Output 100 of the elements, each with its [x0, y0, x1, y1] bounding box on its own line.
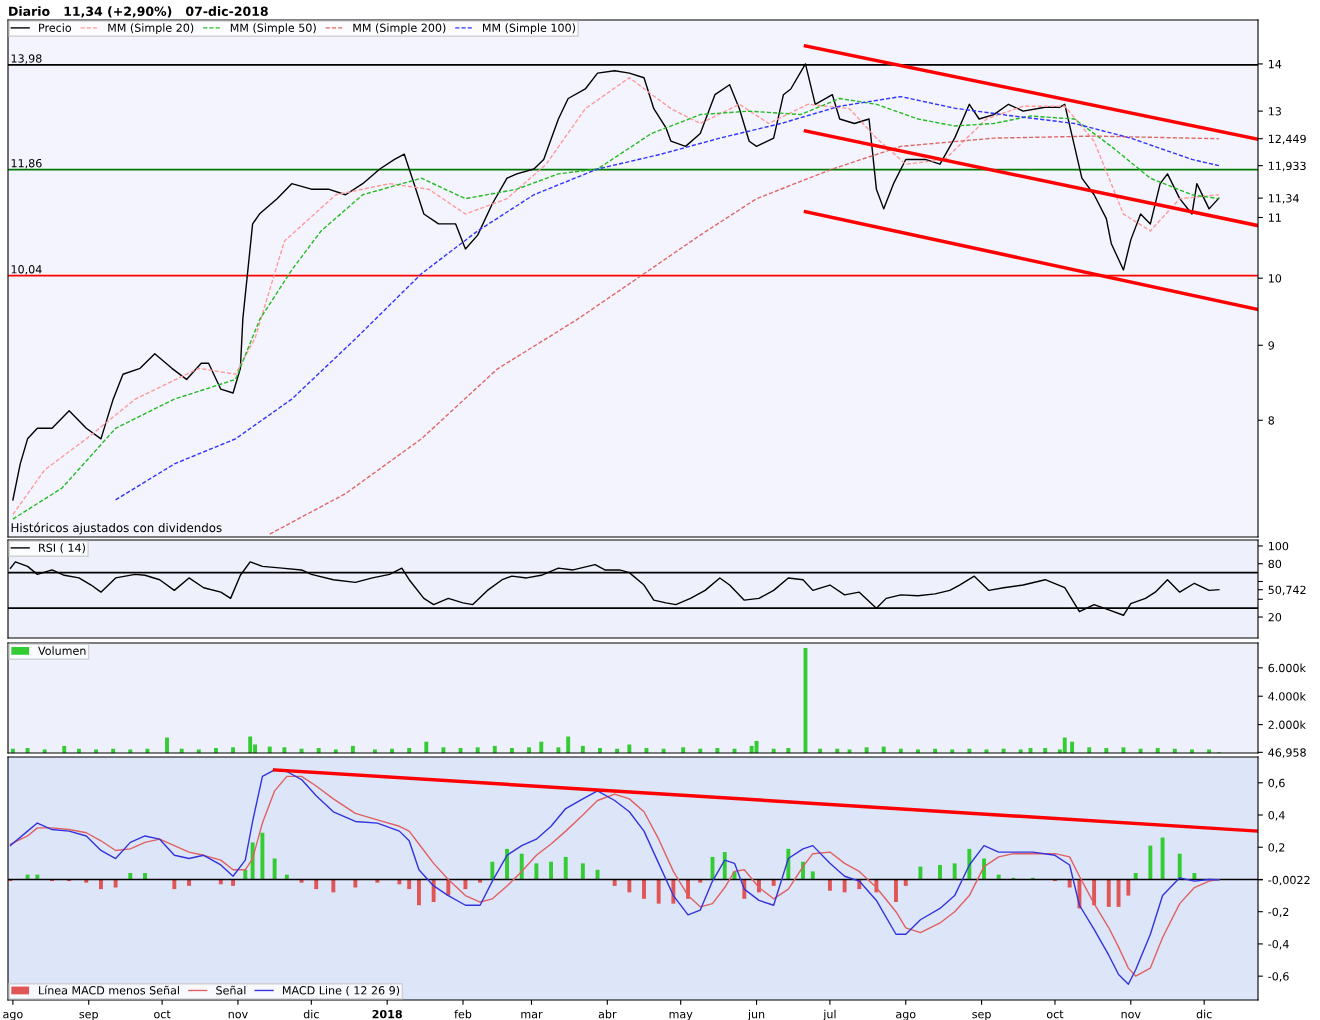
bar: [1070, 741, 1075, 753]
bar: [1177, 853, 1182, 880]
bar: [527, 747, 531, 753]
bar: [918, 866, 923, 880]
y-tick-label: 14: [1268, 60, 1282, 69]
y-tick-label: 80: [1268, 559, 1282, 569]
x-tick-label: ago: [3, 1011, 23, 1020]
y-tick-label: 6.000k: [1268, 663, 1306, 673]
x-tick-label: feb: [454, 1009, 472, 1019]
bar: [656, 879, 661, 904]
x-tick-label: oct: [1046, 1010, 1064, 1019]
x-tick-label: nov: [228, 1011, 248, 1019]
bar: [842, 879, 847, 893]
x-tick-label: dic: [303, 1009, 319, 1019]
annotation: Históricos ajustados con dividendos: [11, 522, 222, 535]
legend-label: RSI ( 14): [39, 543, 85, 554]
x-tick-label: may: [669, 1011, 693, 1020]
y-tick-label: 20: [1268, 613, 1282, 622]
bar: [642, 879, 646, 899]
ref-line-label: 10,04: [11, 265, 42, 275]
x-tick-label: oct: [154, 1010, 171, 1019]
bar: [627, 879, 632, 893]
x-tick-label: nov: [1121, 1011, 1141, 1019]
y-tick-label: -0,2: [1268, 907, 1289, 918]
x-tick-label: jun: [747, 1009, 765, 1020]
y-tick-label: 9: [1268, 341, 1275, 350]
y-tick-label: 46,958: [1268, 748, 1306, 758]
bar: [282, 747, 287, 753]
bar: [827, 879, 832, 891]
bar: [539, 741, 544, 753]
bar: [407, 879, 412, 890]
y-tick-label: 0,6: [1268, 778, 1285, 789]
bar: [1160, 837, 1165, 880]
y-tick-label: 11,34: [1268, 194, 1299, 204]
bar: [519, 853, 524, 880]
y-tick-label: 10: [1268, 274, 1282, 283]
bar: [260, 832, 265, 880]
bar: [1126, 879, 1131, 896]
bar: [424, 741, 429, 753]
bar: [231, 747, 236, 753]
bar: [248, 736, 253, 753]
bar: [864, 747, 869, 753]
bar: [165, 737, 169, 753]
bar: [1116, 879, 1121, 907]
y-tick-label: -0,6: [1268, 972, 1289, 982]
bar: [563, 856, 568, 880]
y-tick-label: 100: [1268, 541, 1289, 551]
ref-line-label: 11,86: [11, 159, 42, 169]
bar: [938, 864, 942, 880]
x-tick-label: jul: [823, 1009, 836, 1020]
x-tick-label: ago: [896, 1011, 916, 1020]
y-tick-label: 11,933: [1268, 161, 1306, 172]
legend-label: MM (Simple 20): [108, 23, 194, 35]
y-tick-label: 2.000k: [1268, 720, 1306, 729]
y-tick-label: 4.000k: [1268, 692, 1306, 701]
bar: [475, 747, 480, 753]
bar: [1148, 845, 1153, 880]
x-tick-label: abr: [598, 1009, 617, 1019]
bar: [463, 879, 468, 890]
bar: [272, 858, 277, 880]
legend-label: MM (Simple 200): [353, 23, 446, 35]
legend-label: Precio: [39, 23, 72, 32]
bar: [1062, 737, 1067, 753]
bar: [243, 869, 248, 880]
legend-label: MACD Line ( 12 26 9): [283, 985, 400, 996]
bar: [967, 848, 972, 880]
bar: [417, 879, 421, 906]
x-tick-label: mar: [521, 1011, 543, 1019]
y-tick-label: 0,4: [1268, 810, 1285, 821]
x-tick-label: 2018: [372, 1009, 402, 1019]
legend-label: MM (Simple 50): [230, 23, 316, 35]
bar: [1087, 747, 1092, 753]
legend-label: Línea MACD menos Señal: [39, 985, 179, 995]
bar: [1092, 879, 1097, 906]
x-tick-label: sep: [972, 1011, 991, 1020]
bar: [722, 852, 727, 880]
y-tick-label: 8: [1268, 416, 1275, 425]
y-tick-label: -0,0022: [1268, 875, 1310, 886]
x-tick-label: sep: [79, 1011, 98, 1020]
y-tick-label: -0,4: [1268, 939, 1289, 950]
bar: [549, 861, 554, 880]
y-tick-label: 50,742: [1268, 585, 1306, 596]
bar: [681, 747, 686, 753]
bar: [331, 879, 336, 893]
bar: [556, 747, 561, 753]
bar: [566, 736, 571, 753]
ref-line-label: 13,98: [11, 54, 42, 64]
bar: [534, 863, 539, 880]
bar: [505, 848, 509, 880]
legend-label: MM (Simple 100): [482, 23, 575, 35]
bar: [803, 647, 808, 753]
bar: [627, 744, 632, 753]
bar: [441, 747, 446, 753]
y-tick-label: 0,2: [1268, 843, 1285, 853]
chart-title: Diario 11,34 (+2,90%) 07-dic-2018: [9, 6, 268, 18]
y-tick-label: 12,449: [1268, 134, 1306, 145]
bar: [490, 861, 495, 880]
y-tick-label: 13: [1268, 107, 1281, 116]
bar: [1106, 879, 1111, 907]
bar: [580, 863, 585, 880]
